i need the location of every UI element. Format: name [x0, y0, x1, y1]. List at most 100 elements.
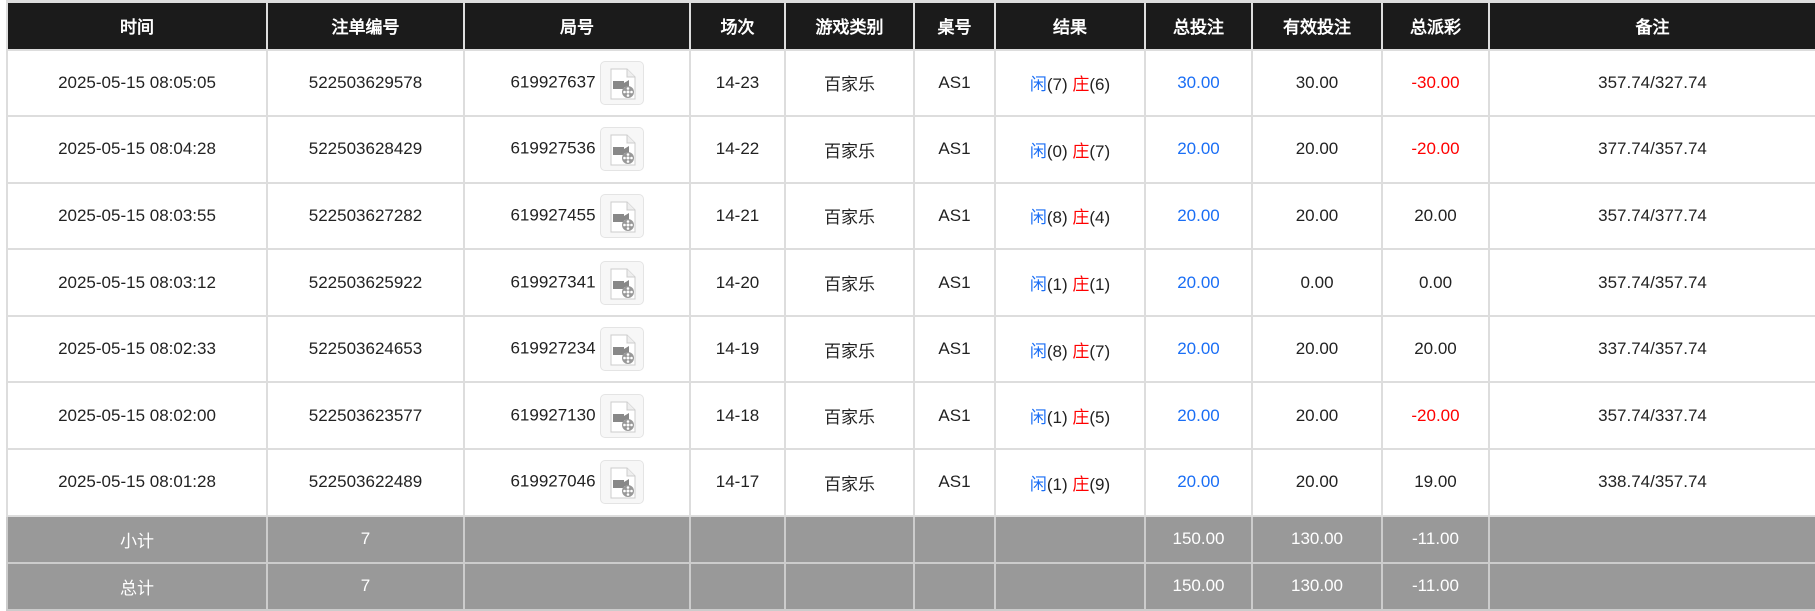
header-result[interactable]: 结果	[994, 0, 1146, 51]
cell-valid-bet: 20.00	[1251, 181, 1383, 251]
footer-total-bet: 150.00	[1144, 514, 1253, 564]
banker-score: (9)	[1089, 474, 1111, 494]
cell-result: 闲(1) 庄(9)	[994, 448, 1146, 517]
banker-score: (6)	[1089, 75, 1111, 95]
video-replay-icon[interactable]	[599, 60, 644, 105]
player-label: 闲	[1029, 208, 1047, 228]
header-table[interactable]: 桌号	[913, 0, 996, 51]
cell-payout: 20.00	[1381, 314, 1490, 384]
table-row: 2025-05-15 08:02:33 522503624653 6199272…	[6, 314, 1815, 384]
cell-shoe: 14-21	[689, 181, 786, 251]
video-replay-icon[interactable]	[599, 127, 644, 172]
cell-bet-id: 522503628429	[266, 115, 465, 184]
cell-note: 338.74/357.74	[1488, 448, 1815, 517]
video-replay-icon[interactable]	[599, 327, 644, 372]
cell-note: 357.74/327.74	[1488, 48, 1815, 118]
player-label: 闲	[1029, 474, 1047, 494]
cell-round: 619927046	[463, 448, 691, 517]
video-replay-icon[interactable]	[599, 393, 644, 438]
cell-round: 619927637	[463, 48, 691, 118]
cell-table: AS1	[913, 115, 996, 184]
round-number: 619927234	[510, 338, 596, 358]
player-score: (1)	[1046, 408, 1068, 428]
cell-payout: -20.00	[1381, 381, 1490, 451]
round-number: 619927130	[510, 405, 596, 425]
player-label: 闲	[1029, 141, 1047, 161]
cell-total-bet: 20.00	[1144, 115, 1253, 184]
cell-payout: 20.00	[1381, 181, 1490, 251]
cell-bet-id: 522503622489	[266, 448, 465, 517]
cell-time: 2025-05-15 08:03:12	[6, 248, 268, 317]
cell-note: 357.74/337.74	[1488, 381, 1815, 451]
cell-game-type: 百家乐	[784, 248, 915, 317]
cell-bet-id: 522503627282	[266, 181, 465, 251]
cell-note: 357.74/377.74	[1488, 181, 1815, 251]
header-valid-bet[interactable]: 有效投注	[1251, 0, 1383, 51]
bet-history-table: 时间 注单编号 局号 场次 游戏类别 桌号 结果 总投注 有效投注 总派彩 备注 2025-05-1…	[6, 0, 1815, 611]
cell-payout: -20.00	[1381, 115, 1490, 184]
video-replay-icon[interactable]	[599, 193, 644, 238]
cell-time: 2025-05-15 08:02:33	[6, 314, 268, 384]
header-round[interactable]: 局号	[463, 0, 691, 51]
header-time[interactable]: 时间	[6, 0, 268, 51]
header-payout[interactable]: 总派彩	[1381, 0, 1490, 51]
table-row: 2025-05-15 08:01:28 522503622489 6199270…	[6, 448, 1815, 517]
cell-shoe: 14-20	[689, 248, 786, 317]
footer-valid-bet: 130.00	[1251, 514, 1383, 564]
round-number: 619927455	[510, 205, 596, 225]
cell-game-type: 百家乐	[784, 448, 915, 517]
cell-valid-bet: 30.00	[1251, 48, 1383, 118]
table-header-row: 时间 注单编号 局号 场次 游戏类别 桌号 结果 总投注 有效投注 总派彩 备注	[6, 0, 1815, 51]
cell-time: 2025-05-15 08:01:28	[6, 448, 268, 517]
cell-table: AS1	[913, 381, 996, 451]
footer-total-bet: 150.00	[1144, 561, 1253, 611]
cell-game-type: 百家乐	[784, 314, 915, 384]
cell-round: 619927130	[463, 381, 691, 451]
banker-score: (4)	[1089, 208, 1111, 228]
cell-table: AS1	[913, 448, 996, 517]
table-row: 2025-05-15 08:03:55 522503627282 6199274…	[6, 181, 1815, 251]
cell-bet-id: 522503625922	[266, 248, 465, 317]
video-replay-icon[interactable]	[599, 460, 644, 505]
player-label: 闲	[1029, 275, 1047, 295]
banker-score: (7)	[1089, 341, 1111, 361]
header-game-type[interactable]: 游戏类别	[784, 0, 915, 51]
cell-result: 闲(1) 庄(1)	[994, 248, 1146, 317]
cell-bet-id: 522503629578	[266, 48, 465, 118]
banker-label: 庄	[1072, 75, 1090, 95]
cell-total-bet: 20.00	[1144, 314, 1253, 384]
footer-payout: -11.00	[1381, 514, 1490, 564]
header-bet-id[interactable]: 注单编号	[266, 0, 465, 51]
table-row: 2025-05-15 08:04:28 522503628429 6199275…	[6, 115, 1815, 184]
banker-score: (1)	[1089, 275, 1111, 295]
header-total-bet[interactable]: 总投注	[1144, 0, 1253, 51]
cell-note: 357.74/357.74	[1488, 248, 1815, 317]
cell-round: 619927234	[463, 314, 691, 384]
cell-total-bet: 30.00	[1144, 48, 1253, 118]
banker-score: (5)	[1089, 408, 1111, 428]
banker-label: 庄	[1072, 208, 1090, 228]
cell-round: 619927455	[463, 181, 691, 251]
cell-round: 619927536	[463, 115, 691, 184]
footer-payout: -11.00	[1381, 561, 1490, 611]
footer-count: 7	[266, 561, 465, 611]
cell-result: 闲(1) 庄(5)	[994, 381, 1146, 451]
round-number: 619927341	[510, 272, 596, 292]
video-replay-icon[interactable]	[599, 260, 644, 305]
player-label: 闲	[1029, 341, 1047, 361]
header-note[interactable]: 备注	[1488, 0, 1815, 51]
cell-game-type: 百家乐	[784, 181, 915, 251]
cell-time: 2025-05-15 08:05:05	[6, 48, 268, 118]
cell-note: 377.74/357.74	[1488, 115, 1815, 184]
player-score: (1)	[1046, 474, 1068, 494]
cell-valid-bet: 20.00	[1251, 314, 1383, 384]
cell-total-bet: 20.00	[1144, 248, 1253, 317]
cell-table: AS1	[913, 314, 996, 384]
cell-table: AS1	[913, 48, 996, 118]
header-shoe[interactable]: 场次	[689, 0, 786, 51]
cell-time: 2025-05-15 08:03:55	[6, 181, 268, 251]
footer-label: 总计	[6, 561, 268, 611]
banker-label: 庄	[1072, 408, 1090, 428]
cell-game-type: 百家乐	[784, 381, 915, 451]
table-row: 2025-05-15 08:03:12 522503625922 6199273…	[6, 248, 1815, 317]
